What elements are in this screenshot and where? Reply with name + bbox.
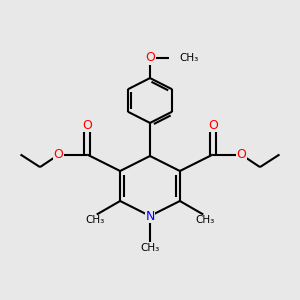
Text: O: O — [54, 148, 64, 161]
Text: O: O — [82, 118, 92, 132]
Text: O: O — [145, 51, 155, 64]
Text: N: N — [145, 209, 155, 223]
Text: CH₃: CH₃ — [140, 243, 160, 253]
Text: CH₃: CH₃ — [85, 215, 105, 225]
Text: CH₃: CH₃ — [195, 215, 214, 225]
Text: O: O — [236, 148, 246, 161]
Text: CH₃: CH₃ — [179, 53, 198, 63]
Text: O: O — [208, 118, 218, 132]
